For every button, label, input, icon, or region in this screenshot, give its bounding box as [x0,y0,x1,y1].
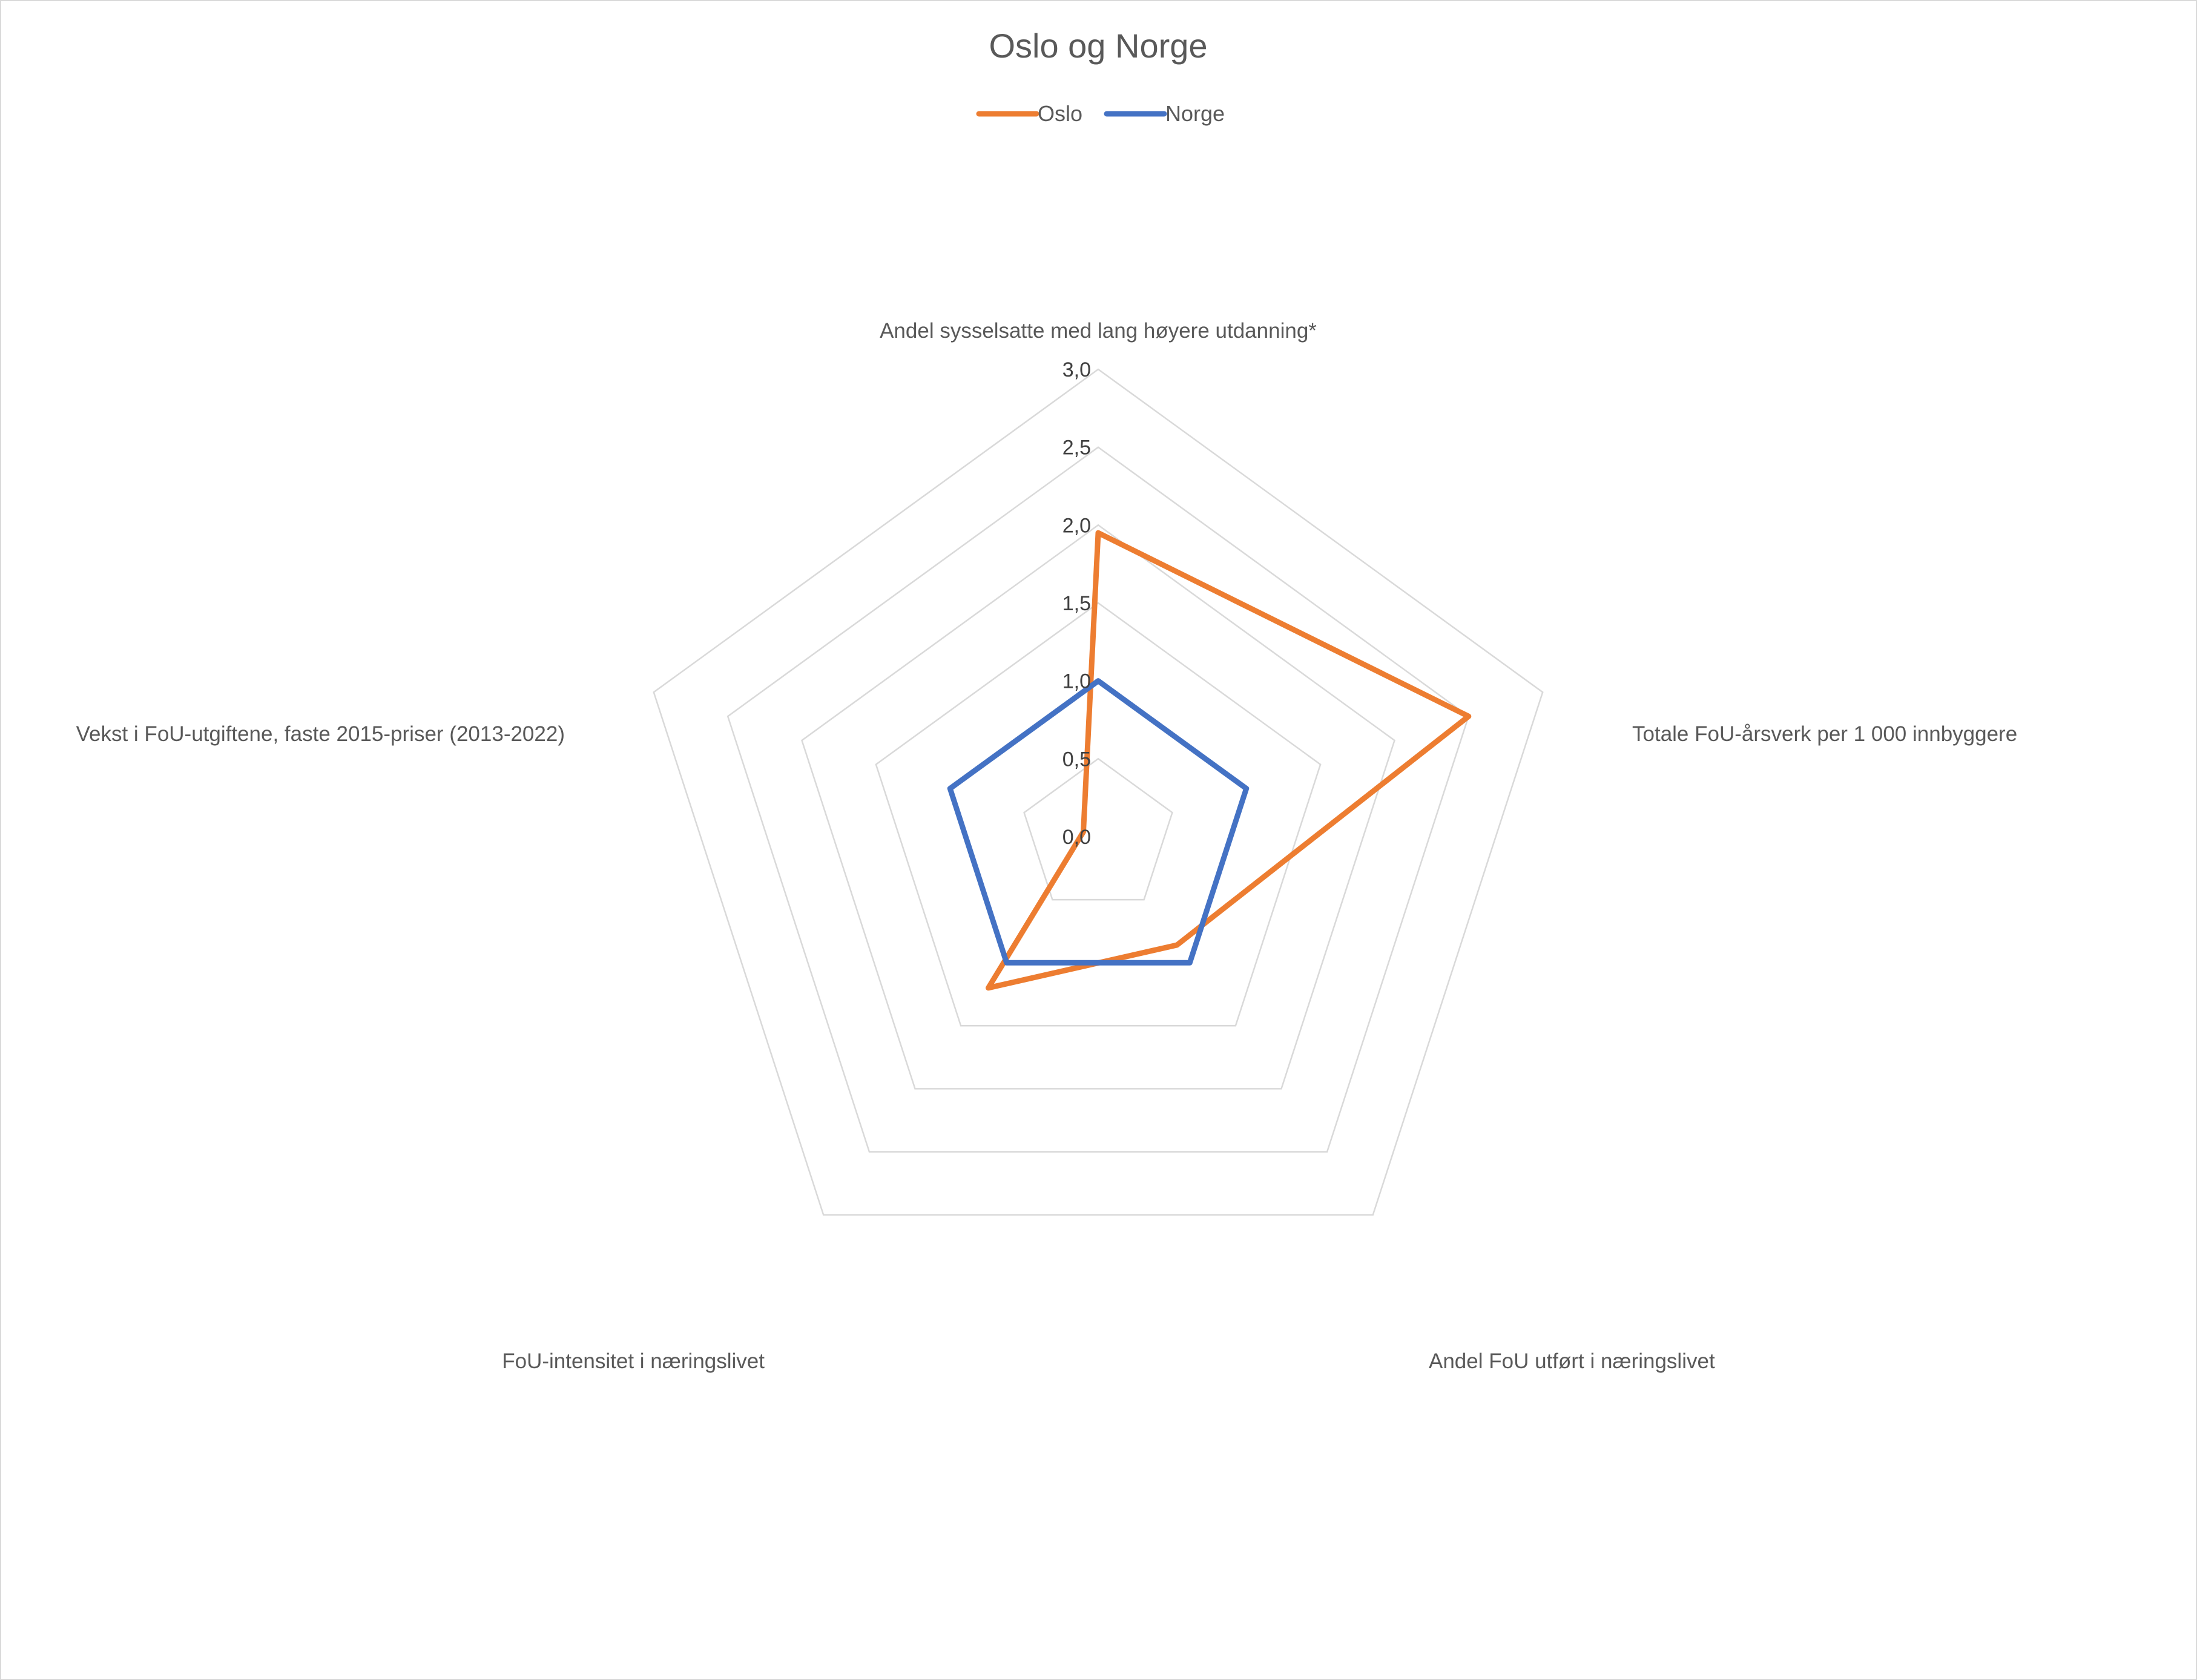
axis-label-sysselsatte: Andel sysselsatte med lang høyere utdann… [880,319,1317,343]
legend-item-norge[interactable]: Norge [1104,101,1225,126]
grid-ring [875,602,1322,1027]
grid-ring [1023,757,1173,901]
radial-tick-label: 0,5 [1062,748,1091,771]
legend-label-oslo: Oslo [1038,101,1082,126]
series-line-norge[interactable] [947,678,1250,966]
axis-labels: Andel sysselsatte med lang høyere utdann… [76,319,2018,1373]
radar-series [947,530,1472,991]
axis-label-vekst-fou: Vekst i FoU-utgiftene, faste 2015-priser… [76,722,565,746]
radial-tick-label: 2,0 [1062,514,1091,537]
radial-tick-label: 0,0 [1062,826,1091,849]
grid-ring [801,524,1395,1090]
grid-ring [653,368,1544,1216]
radial-tick-labels: 0,0 0,5 1,0 1,5 2,0 2,5 3,0 [1062,358,1091,849]
series-line-oslo[interactable] [986,530,1472,991]
legend-item-oslo[interactable]: Oslo [976,101,1082,126]
radial-tick-label: 3,0 [1062,358,1091,381]
radar-grid [653,368,1544,1216]
radial-tick-label: 1,0 [1062,670,1091,693]
axis-label-andel-naeringslivet: Andel FoU utført i næringslivet [1429,1349,1715,1373]
legend: Oslo Norge [976,101,1225,126]
legend-label-norge: Norge [1165,101,1225,126]
radial-tick-label: 1,5 [1062,592,1091,615]
grid-ring [726,446,1470,1153]
axis-label-fou-intensitet: FoU-intensitet i næringslivet [502,1349,765,1373]
radial-tick-label: 2,5 [1062,436,1091,460]
chart-title: Oslo og Norge [989,27,1207,65]
axis-label-fou-arsverk: Totale FoU-årsverk per 1 000 innbyggere [1632,722,2017,746]
